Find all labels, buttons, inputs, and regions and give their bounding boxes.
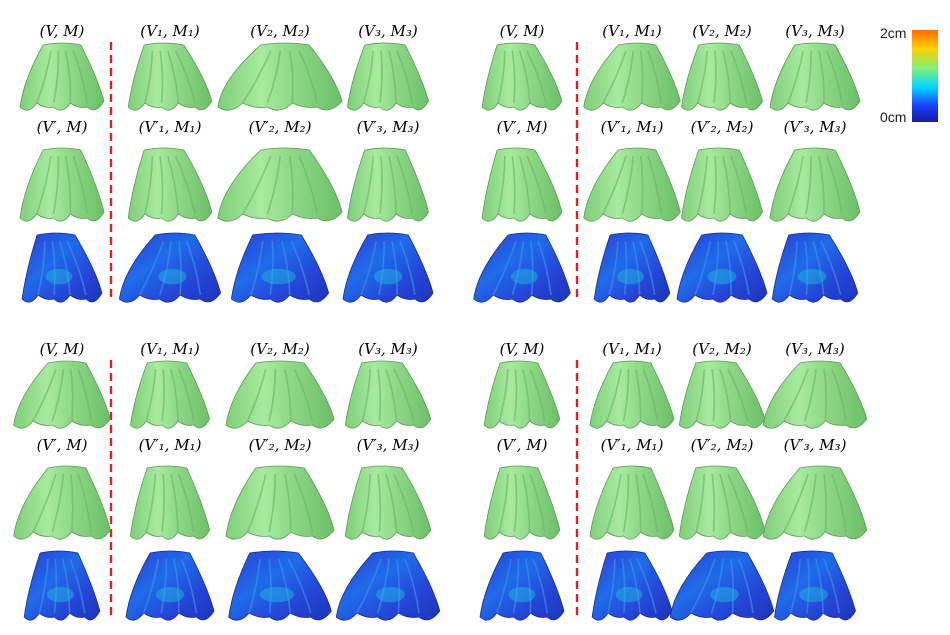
colorbar-min-label: 0cm: [880, 109, 906, 125]
label-bottom-3: (V′₃, M₃): [784, 118, 847, 136]
label-top-0: (V, M): [40, 22, 85, 40]
cloth-reconstructed-3: [347, 147, 429, 222]
error-map-2: [669, 550, 775, 621]
label-bottom-0: (V′, M): [37, 436, 88, 454]
label-bottom-1: (V′₁, M₁): [139, 436, 202, 454]
label-top-0: (V, M): [500, 22, 545, 40]
cloth-original-0: [13, 360, 111, 429]
cloth-original-1: [583, 42, 681, 111]
colorbar: 2cm 0cm: [880, 25, 938, 125]
error-map-3: [774, 550, 856, 621]
cloth-original-2: [681, 42, 763, 111]
label-bottom-1: (V′₁, M₁): [601, 118, 664, 136]
label-bottom-0: (V′, M): [497, 118, 548, 136]
label-top-0: (V, M): [500, 340, 545, 358]
cloth-reconstructed-3: [762, 465, 868, 540]
cloth-reconstructed-2: [681, 147, 763, 222]
error-map-3: [771, 232, 859, 303]
label-top-2: (V₂, M₂): [692, 340, 752, 358]
label-bottom-2: (V′₂, M₂): [249, 118, 312, 136]
label-bottom-3: (V′₃, M₃): [357, 118, 420, 136]
panel-bottom-right: (V, M) (V′, M) (V₁, M₁) (V′₁, M₁) (V₂, M₂) (V…: [479, 340, 868, 621]
cloth-reconstructed-2: [217, 147, 343, 222]
label-bottom-0: (V′, M): [37, 118, 88, 136]
cloth-original-0: [19, 42, 105, 111]
label-top-0: (V, M): [40, 340, 85, 358]
label-top-1: (V₁, M₁): [140, 340, 200, 358]
cloth-original-0: [481, 42, 563, 111]
colorbar-max-label: 2cm: [880, 25, 906, 41]
error-map-2: [228, 550, 332, 621]
error-map-1: [118, 232, 222, 303]
error-map-3: [342, 232, 434, 303]
label-bottom-1: (V′₁, M₁): [139, 118, 202, 136]
label-top-3: (V₃, M₃): [785, 22, 845, 40]
cloth-reconstructed-2: [678, 465, 766, 540]
cloth-original-2: [217, 42, 343, 111]
label-bottom-0: (V′, M): [497, 436, 548, 454]
cloth-reconstructed-1: [129, 465, 211, 540]
cloth-reconstructed-0: [481, 147, 563, 222]
label-top-1: (V₁, M₁): [602, 340, 662, 358]
cloth-reconstructed-1: [583, 147, 681, 222]
error-map-0: [21, 232, 103, 303]
cloth-original-1: [129, 360, 211, 429]
cloth-original-2: [678, 360, 766, 429]
label-top-3: (V₃, M₃): [358, 340, 418, 358]
error-map-0: [23, 550, 101, 621]
label-bottom-1: (V′₁, M₁): [601, 436, 664, 454]
error-map-0: [473, 232, 571, 303]
label-top-1: (V₁, M₁): [140, 22, 200, 40]
error-map-1: [591, 550, 673, 621]
error-map-2: [230, 232, 330, 303]
cloth-original-3: [347, 42, 429, 111]
cloth-reconstructed-0: [483, 465, 561, 540]
error-map-2: [676, 232, 768, 303]
label-top-2: (V₂, M₂): [692, 22, 752, 40]
cloth-reconstructed-1: [589, 465, 675, 540]
error-map-1: [125, 550, 215, 621]
cloth-original-1: [127, 42, 213, 111]
cloth-reconstructed-1: [127, 147, 213, 222]
cloth-reconstructed-3: [769, 147, 861, 222]
panel-top-right: (V, M) (V′, M) (V₁, M₁) (V′₁, M₁) (V₂, M₂) (V…: [473, 22, 861, 303]
error-map-3: [335, 550, 441, 621]
panel-bottom-left: (V, M) (V′, M) (V₁, M₁) (V′₁, M₁) (V₂, M₂) (V…: [13, 340, 441, 621]
cloth-original-3: [762, 360, 868, 429]
label-bottom-2: (V′₂, M₂): [691, 118, 754, 136]
cloth-reconstructed-3: [344, 465, 432, 540]
error-map-0: [479, 550, 565, 621]
cloth-reconstructed-0: [19, 147, 105, 222]
label-top-3: (V₃, M₃): [785, 340, 845, 358]
cloth-original-0: [483, 360, 561, 429]
label-bottom-2: (V′₂, M₂): [249, 436, 312, 454]
cloth-original-2: [225, 360, 335, 429]
panel-top-left: (V, M) (V′, M) (V₁, M₁) (V′₁, M₁) (V₂, M₂) (V…: [19, 22, 434, 303]
label-top-1: (V₁, M₁): [602, 22, 662, 40]
label-top-3: (V₃, M₃): [358, 22, 418, 40]
label-bottom-2: (V′₂, M₂): [691, 436, 754, 454]
label-bottom-3: (V′₃, M₃): [357, 436, 420, 454]
colorbar-gradient: [912, 30, 938, 122]
error-map-1: [593, 232, 671, 303]
cloth-reconstructed-2: [225, 465, 335, 540]
cloth-original-3: [344, 360, 432, 429]
cloth-reconstructed-0: [13, 465, 111, 540]
label-top-2: (V₂, M₂): [250, 340, 310, 358]
cloth-original-1: [589, 360, 675, 429]
label-top-2: (V₂, M₂): [250, 22, 310, 40]
label-bottom-3: (V′₃, M₃): [784, 436, 847, 454]
cloth-original-3: [769, 42, 861, 111]
